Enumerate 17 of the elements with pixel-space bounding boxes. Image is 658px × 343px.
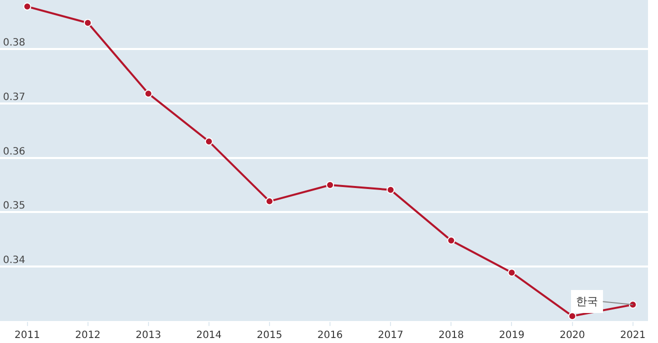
x-tick-label: 2013: [136, 330, 162, 341]
x-tick-label: 2012: [75, 330, 101, 341]
x-tick-label: 2017: [378, 330, 404, 341]
x-tick-label: 2020: [560, 330, 586, 341]
y-tick-label: 0.36: [3, 146, 26, 158]
y-tick-label: 0.37: [3, 92, 26, 103]
y-tick-label: 0.38: [3, 37, 26, 48]
x-tick-label: 2014: [196, 330, 222, 341]
series-label: 한국: [576, 295, 598, 308]
x-tick-label: 2021: [620, 330, 646, 341]
x-tick-label: 2011: [14, 330, 40, 341]
y-tick-label: 0.35: [3, 200, 26, 212]
y-tick-label: 0.34: [3, 255, 26, 266]
x-tick-label: 2016: [317, 330, 343, 341]
x-tick-label: 2015: [256, 330, 282, 341]
x-tick-label: 2018: [438, 330, 464, 341]
x-tick-label: 2019: [499, 330, 524, 341]
